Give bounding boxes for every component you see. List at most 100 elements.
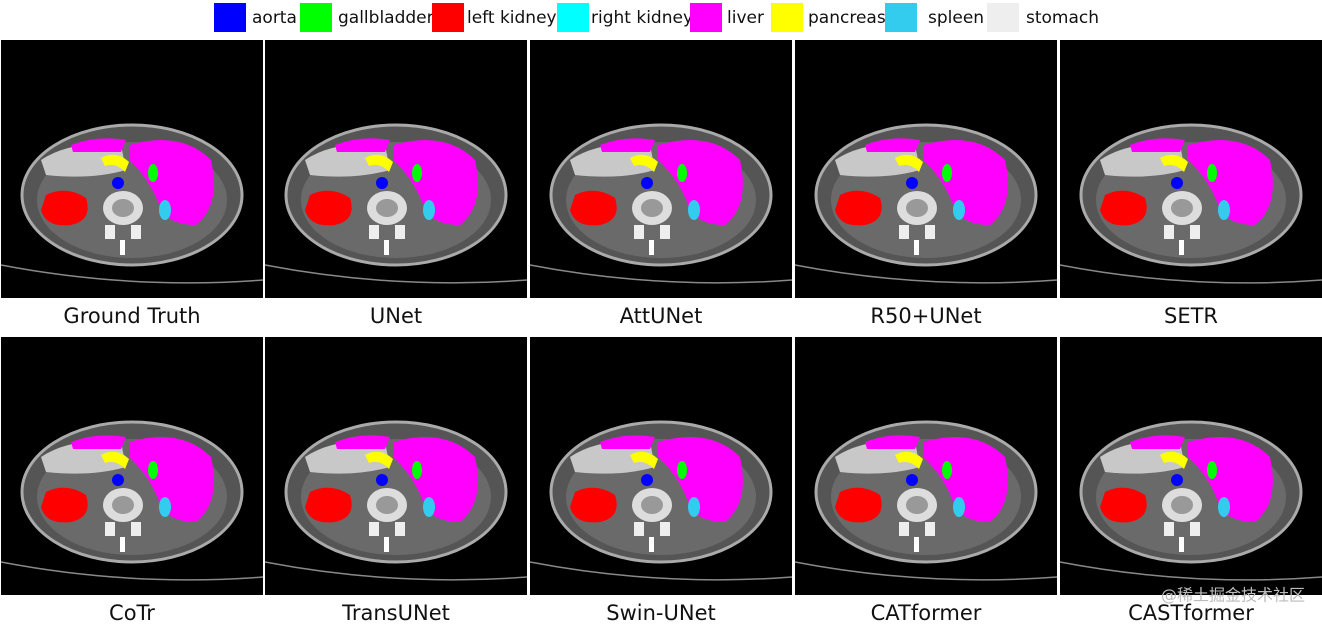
liver-top [865,435,920,449]
panel-label: AttUNet [620,304,703,328]
table-line [529,264,793,284]
aorta [112,474,124,486]
liver [393,140,478,225]
left-kidney [835,487,882,523]
pancreas [1160,451,1188,469]
vertebra [395,522,405,536]
left-kidney [570,487,617,523]
gallbladder [1207,461,1217,479]
stomach [835,441,920,474]
aorta [1171,177,1183,189]
legend-swatch [987,3,1019,32]
panel-label: Swin-UNet [606,601,715,624]
gallbladder [412,461,422,479]
gallbladder [148,461,158,479]
legend-label: pancreas [808,8,886,28]
liver [923,437,1008,522]
legend-swatch [690,3,722,32]
stomach [570,144,655,177]
table-line [264,264,528,284]
vertebra [1164,225,1174,239]
left-kidney [41,487,88,523]
vertebra [395,225,405,239]
liver-top [1130,138,1185,152]
legend-label: liver [727,8,764,28]
ct-panel [1059,337,1322,595]
pancreas [101,451,129,469]
spine-core [376,496,398,514]
pancreas [101,154,129,172]
spleen [1218,200,1230,220]
panel-label: CoTr [109,601,155,624]
table-line [1059,561,1322,581]
spine-core [641,199,663,217]
vertebra [660,225,670,239]
liver [658,140,743,225]
pancreas [895,451,923,469]
vertebra [1164,522,1174,536]
vertebra [369,225,379,239]
liver [1188,437,1273,522]
ct-panel [529,337,793,595]
vertebra [131,522,141,536]
table-line [1059,264,1322,284]
legend-label: gallbladder [338,8,434,28]
legend-swatch [885,3,917,32]
aorta [376,474,388,486]
legend-label: right kidney [591,8,693,28]
vertebra [899,225,909,239]
ct-panel [794,40,1058,298]
vertebra [914,240,919,255]
vertebra [649,240,654,255]
aorta [1171,474,1183,486]
pancreas [630,154,658,172]
gallbladder [942,164,952,182]
vertebra [369,522,379,536]
vertebra [634,225,644,239]
spine-core [376,199,398,217]
spine-core [112,199,134,217]
liver-top [600,435,655,449]
liver-top [1130,435,1185,449]
stomach [41,441,126,474]
panel-label: Ground Truth [63,304,200,328]
vertebra [925,522,935,536]
vertebra [105,225,115,239]
pancreas [895,154,923,172]
gallbladder [1207,164,1217,182]
left-kidney [570,190,617,226]
legend-label: left kidney [467,8,557,28]
aorta [641,177,653,189]
vertebra [925,225,935,239]
liver [393,437,478,522]
pancreas [1160,154,1188,172]
stomach [41,144,126,177]
liver-top [71,435,126,449]
vertebra [649,537,654,552]
vertebra [634,522,644,536]
legend-label: stomach [1026,8,1099,28]
vertebra [120,537,125,552]
liver-top [865,138,920,152]
ct-panel [0,40,264,298]
table-line [794,561,1058,581]
left-kidney [1100,190,1147,226]
table-line [0,561,264,581]
table-line [264,561,528,581]
stomach [305,441,390,474]
panel-label: R50+UNet [870,304,981,328]
watermark: @稀土掘金技术社区 [1161,586,1305,605]
liver [129,140,214,225]
gallbladder [942,461,952,479]
spleen [688,497,700,517]
vertebra [384,240,389,255]
legend-swatch [214,3,246,32]
liver [129,437,214,522]
ct-panel [1059,40,1322,298]
aorta [906,474,918,486]
gallbladder [148,164,158,182]
ct-panel [529,40,793,298]
vertebra [120,240,125,255]
vertebra [131,225,141,239]
liver [1188,140,1273,225]
